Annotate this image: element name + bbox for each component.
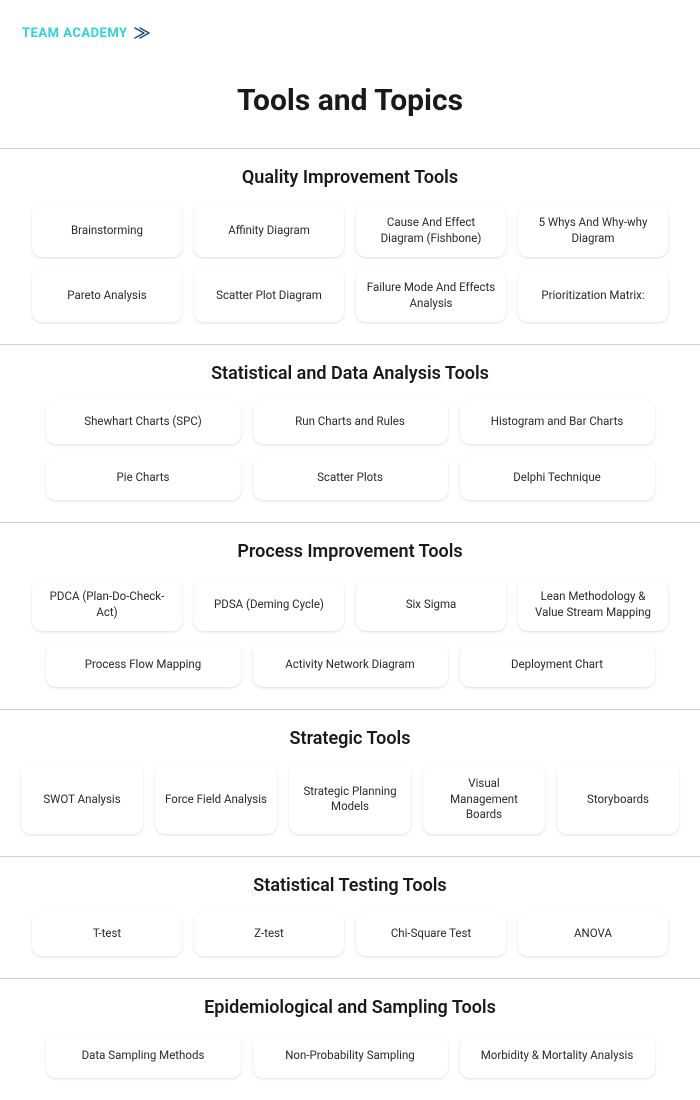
tool-card[interactable]: 5 Whys And Why-why Diagram [518, 204, 668, 257]
tool-card[interactable]: Scatter Plot Diagram [194, 269, 344, 322]
section: Process Improvement Tools PDCA (Plan-Do-C… [0, 522, 700, 709]
tool-card[interactable]: Pareto Analysis [32, 269, 182, 322]
tool-card[interactable]: PDCA (Plan-Do-Check-Act) [32, 578, 182, 631]
tool-card[interactable]: Activity Network Diagram [253, 643, 448, 687]
section-title: Epidemiological and Sampling Tools [0, 997, 700, 1018]
tool-card[interactable]: Force Field Analysis [155, 765, 277, 834]
card-row: Data Sampling Methods Non-Probability Sam… [0, 1034, 700, 1078]
tool-card[interactable]: Process Flow Mapping [46, 643, 241, 687]
card-row: BrainstormingAffinity DiagramCause And E… [0, 204, 700, 257]
card-row: Process Flow Mapping Activity Network Dia… [0, 643, 700, 687]
tool-card[interactable]: Shewhart Charts (SPC) [46, 400, 241, 444]
tool-card[interactable]: Delphi Technique [460, 456, 655, 500]
tool-card[interactable]: Data Sampling Methods [46, 1034, 241, 1078]
tool-card[interactable]: Lean Methodology & Value Stream Mapping [518, 578, 668, 631]
tool-card[interactable]: ANOVA [518, 912, 668, 956]
tool-card[interactable]: Six Sigma [356, 578, 506, 631]
logo: TEAM ACADEMY [0, 0, 700, 43]
section-title: Strategic Tools [0, 728, 700, 749]
logo-text: TEAM ACADEMY [22, 26, 128, 41]
tool-card[interactable]: Storyboards [557, 765, 679, 834]
card-row: Shewhart Charts (SPC) Run Charts and Rule… [0, 400, 700, 444]
tool-card[interactable]: Failure Mode And Effects Analysis [356, 269, 506, 322]
tool-card[interactable]: SWOT Analysis [21, 765, 143, 834]
section: Epidemiological and Sampling Tools Data S… [0, 978, 700, 1100]
section-title: Quality Improvement Tools [0, 167, 700, 188]
section: Statistical and Data Analysis Tools Shewh… [0, 344, 700, 522]
tool-card[interactable]: Pie Charts [46, 456, 241, 500]
tool-card[interactable]: Z-test [194, 912, 344, 956]
tool-card[interactable]: T-test [32, 912, 182, 956]
card-row: Pie Charts Scatter Plots Delphi Technique [0, 456, 700, 500]
tool-card[interactable]: Prioritization Matrix: [518, 269, 668, 322]
tool-card[interactable]: Strategic Planning Models [289, 765, 411, 834]
card-row: Pareto AnalysisScatter Plot DiagramFailu… [0, 269, 700, 322]
tool-card[interactable]: Histogram and Bar Charts [460, 400, 655, 444]
page-title: Tools and Topics [0, 43, 700, 148]
tool-card[interactable]: Chi-Square Test [356, 912, 506, 956]
card-row: SWOT AnalysisForce Field AnalysisStrateg… [0, 765, 700, 834]
tool-card[interactable]: Brainstorming [32, 204, 182, 257]
tool-card[interactable]: Deployment Chart [460, 643, 655, 687]
tool-card[interactable]: Cause And Effect Diagram (Fishbone) [356, 204, 506, 257]
tool-card[interactable]: Non-Probability Sampling [253, 1034, 448, 1078]
section: Strategic Tools SWOT AnalysisForce Field … [0, 709, 700, 856]
tool-card[interactable]: PDSA (Deming Cycle) [194, 578, 344, 631]
tool-card[interactable]: Run Charts and Rules [253, 400, 448, 444]
section-title: Statistical Testing Tools [0, 875, 700, 896]
section: Quality Improvement Tools BrainstormingAf… [0, 148, 700, 344]
section-title: Process Improvement Tools [0, 541, 700, 562]
tool-card[interactable]: Morbidity & Mortality Analysis [460, 1034, 655, 1078]
card-row: T-test Z-test Chi-Square Test ANOVA [0, 912, 700, 956]
section-title: Statistical and Data Analysis Tools [0, 363, 700, 384]
tool-card[interactable]: Scatter Plots [253, 456, 448, 500]
tool-card[interactable]: Affinity Diagram [194, 204, 344, 257]
section: Statistical Testing Tools T-test Z-test Chi… [0, 856, 700, 978]
card-row: PDCA (Plan-Do-Check-Act)PDSA (Deming Cyc… [0, 578, 700, 631]
logo-arrow-icon [134, 24, 150, 43]
tool-card[interactable]: Visual Management Boards [423, 765, 545, 834]
